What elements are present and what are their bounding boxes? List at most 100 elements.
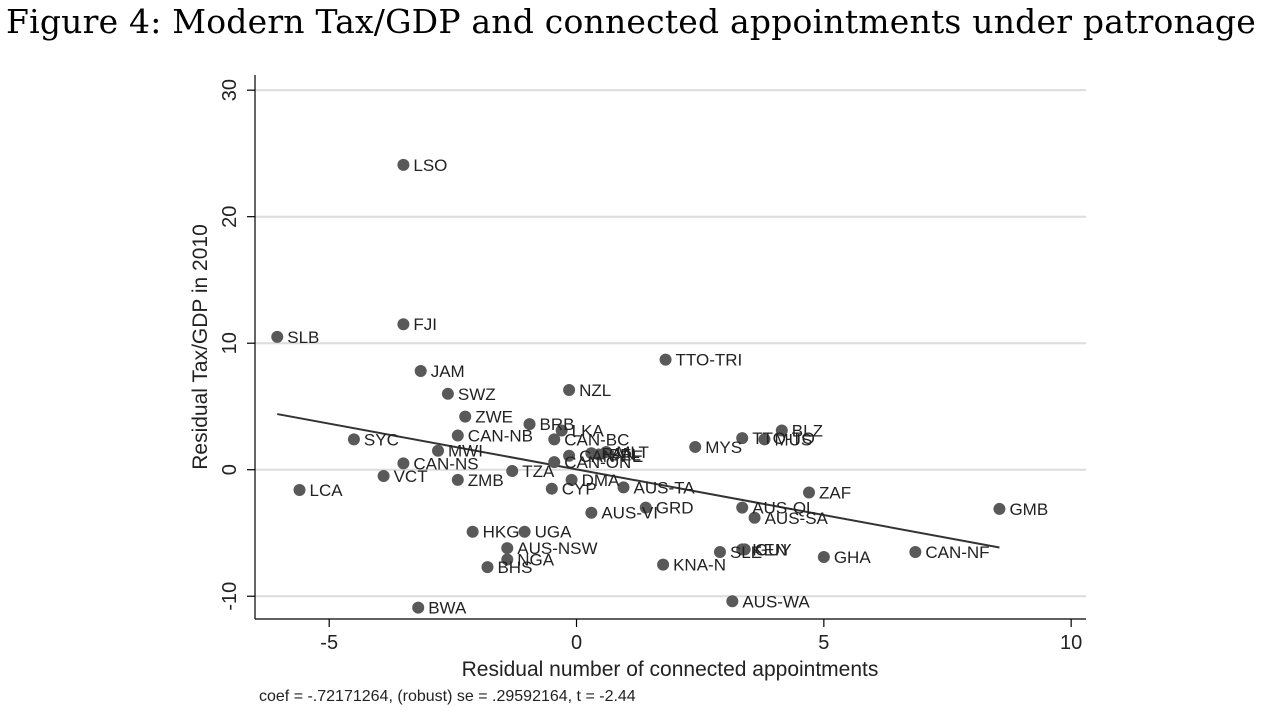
scatter-point [481,561,494,574]
point-label: AUS-TA [634,478,696,497]
scatter-point [518,525,531,538]
point-label: BLZ [792,421,823,440]
scatter-point [803,486,815,499]
axes: -10 0 10 20 30 -5 0 5 10 [219,75,1086,654]
point-label: LSO [413,156,447,175]
point-label: SLE [730,543,762,562]
scatter-point [545,482,558,495]
x-axis-title: Residual number of connected appointment… [462,658,879,681]
x-tick-label: -5 [320,632,338,654]
scatter-point [592,448,605,461]
x-tick-label: 0 [571,632,582,654]
point-label: BHS [497,558,532,577]
scatter-point [738,543,751,556]
x-tick-label: 5 [818,632,829,654]
point-label: MWI [448,442,483,461]
point-label: PAN [601,444,635,463]
scatter-point [441,387,454,400]
scatter-point [548,456,561,469]
scatter-point [459,410,472,423]
fit-line-layer [277,413,1000,549]
scatter-point [726,595,739,608]
point-label: NGA [517,551,555,570]
scatter-point [271,330,284,343]
scatter-point [657,558,670,571]
scatter-point [412,601,425,614]
regression-footnote: coef = -.72171264, (robust) se = .295921… [259,688,636,705]
scatter-point [563,449,576,462]
y-tick-label: 10 [219,332,241,354]
scatter-point [817,551,830,564]
scatter-point [775,424,788,437]
scatter-point [909,545,922,558]
gridlines [255,89,1086,598]
scatter-point [397,318,410,331]
point-label: LKA [572,421,605,440]
scatter-point [639,501,652,514]
scatter-point [659,353,672,366]
scatter-point [466,525,479,538]
scatter-point [689,440,702,453]
point-label: GRD [656,499,694,518]
point-label: AUS-NSW [517,539,597,558]
point-label: AUS-WA [742,592,810,611]
scatter-point [563,384,576,397]
x-tick-label: 10 [1060,632,1082,654]
point-label: CAN-NB [468,427,533,446]
scatter-point [548,433,561,446]
point-label: AUS-QL [752,499,815,518]
point-label: SYC [364,430,399,449]
figure-title: Figure 4: Modern Tax/GDP and connected a… [6,2,1256,41]
point-label: ZMB [468,471,504,490]
point-label: MLT [616,443,649,462]
scatter-point [347,433,360,446]
point-label: SLB [287,328,319,347]
scatter-point [506,464,519,477]
scatter-point [748,511,761,524]
point-label: DMA [582,471,620,490]
point-label: TTO-TRI [676,351,743,370]
scatter-point [555,424,568,437]
point-label: AUS-SA [765,509,829,528]
y-tick-label: -10 [219,582,241,611]
scatter-point [397,457,410,470]
point-label: CAN-BC [564,430,629,449]
scatter-point [713,545,726,558]
scatter-point [617,481,630,494]
point-label: KEN [752,540,787,559]
scatter-point [432,444,445,457]
scatter-point [377,470,390,483]
point-label: LCA [310,481,344,500]
scatter-point [451,429,464,442]
y-tick-label: 0 [219,464,241,475]
scatter-point [414,365,427,378]
point-label: SWZ [458,385,496,404]
scatter-point [523,418,536,431]
scatter-point [736,501,749,514]
point-label: BRB [540,415,575,434]
point-label: CAN-PE [579,447,643,466]
y-tick-label: 20 [219,206,241,228]
point-label: GMB [1009,500,1048,519]
scatter-point [397,158,410,171]
point-label: BEL [609,446,641,465]
point-label: GHA [834,548,872,567]
y-tick-label: 30 [219,79,241,101]
scatter-point [501,553,514,566]
point-label: CAN-NF [925,543,989,562]
point-label: ZAF [819,483,851,502]
y-axis-title: Residual Tax/GDP in 2010 [189,224,212,470]
scatter-point [585,506,598,519]
fit-line [277,413,1000,549]
point-label: NZL [579,381,611,400]
point-label: HKG [483,523,520,542]
point-label: MYS [705,438,742,457]
point-label: VCT [394,467,428,486]
point-label: CYP [562,480,597,499]
scatter-point [501,542,514,555]
data-points [271,158,1006,614]
point-label: KNA-N [673,556,726,575]
point-label: TTO-TO [752,429,815,448]
